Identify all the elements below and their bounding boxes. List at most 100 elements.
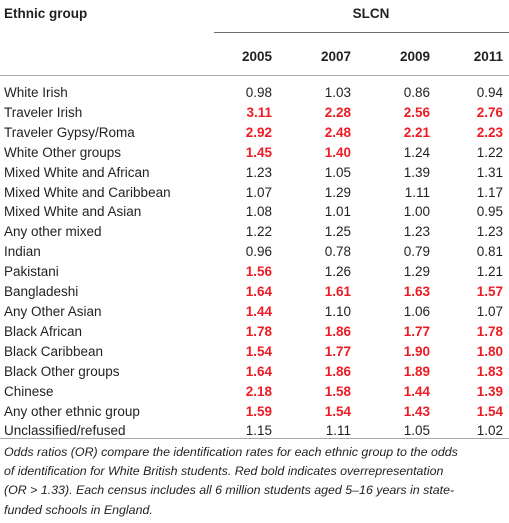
table-row: Indian 0.96 0.78 0.79 0.81: [0, 242, 509, 262]
table-row: Black African 1.78 1.86 1.77 1.78: [0, 322, 509, 342]
table-row: Mixed White and Caribbean 1.07 1.29 1.11 1.1…: [0, 183, 509, 203]
year-header-2005: 2005: [241, 49, 272, 65]
odds-ratio-cell: 1.11: [325, 423, 351, 439]
odds-ratio-cell: 1.59: [245, 403, 272, 419]
odds-ratio-cell: 0.94: [476, 85, 503, 100]
odds-ratio-cell: 2.18: [245, 383, 272, 399]
table-row: Any Other Asian 1.44 1.10 1.06 1.07: [0, 302, 509, 322]
odds-ratio-cell: 1.26: [324, 264, 351, 280]
ethnic-group-name: White Other groups: [4, 144, 122, 160]
odds-ratio-cell: 1.83: [476, 363, 503, 379]
odds-ratio-cell: 1.23: [245, 164, 272, 180]
odds-ratio-cell: 2.92: [245, 124, 272, 140]
odds-ratio-cell: 2.23: [476, 124, 503, 140]
table-row: Mixed White and African 1.23 1.05 1.39 1.31: [0, 163, 509, 183]
footnote-line: (OR > 1.33). Each census includes all 6 …: [4, 483, 455, 498]
ethnic-group-header: Ethnic group: [4, 6, 88, 21]
odds-ratio-cell: 0.96: [245, 244, 272, 260]
odds-ratio-cell: 0.95: [476, 204, 503, 220]
odds-ratio-cell: 1.54: [245, 343, 272, 359]
odds-ratio-cell: 1.45: [245, 144, 272, 160]
footnote-line: of identification for White British stud…: [4, 464, 444, 479]
odds-ratio-cell: 2.21: [403, 124, 430, 140]
ethnic-group-name: Any Other Asian: [4, 303, 102, 319]
odds-ratio-cell: 1.23: [403, 224, 430, 240]
ethnic-group-name: Indian: [4, 244, 41, 260]
header-row-1: Ethnic group SLCN: [0, 0, 509, 36]
odds-ratio-cell: 2.48: [324, 124, 351, 140]
odds-ratio-cell: 1.17: [476, 184, 503, 200]
odds-ratio-cell: 1.39: [476, 383, 503, 399]
year-header-2009: 2009: [399, 49, 430, 65]
odds-ratio-cell: 1.77: [324, 343, 351, 359]
slcn-header: SLCN: [352, 6, 390, 21]
ethnic-group-name: Mixed White and African: [4, 164, 150, 180]
table-row: Black Other groups 1.64 1.86 1.89 1.83: [0, 362, 509, 382]
odds-ratio-cell: 1.29: [403, 264, 430, 280]
odds-ratio-cell: 1.29: [324, 184, 351, 200]
ethnic-group-name: Pakistani: [4, 264, 59, 280]
odds-ratio-cell: 1.56: [245, 264, 272, 280]
odds-ratio-cell: 1.78: [245, 323, 272, 339]
table-row: Unclassified/refused 1.15 1.11 1.05 1.02: [0, 421, 509, 441]
odds-ratio-cell: 1.44: [245, 303, 272, 319]
ethnic-group-name: Black African: [4, 323, 83, 339]
ethnic-group-name: Bangladeshi: [4, 284, 79, 300]
odds-ratio-cell: 2.76: [476, 104, 503, 120]
odds-ratio-cell: 1.80: [476, 343, 503, 359]
odds-ratio-cell: 0.81: [476, 244, 503, 260]
odds-ratio-cell: 1.43: [403, 403, 430, 419]
odds-ratio-cell: 1.05: [324, 164, 351, 180]
odds-ratio-cell: 1.54: [324, 403, 351, 419]
odds-ratio-cell: 0.98: [245, 85, 272, 100]
year-header-2011: 2011: [473, 49, 503, 65]
table-row: Mixed White and Asian 1.08 1.01 1.00 0.95: [0, 202, 509, 222]
odds-ratio-cell: 1.15: [245, 423, 272, 439]
odds-ratio-cell: 2.28: [324, 104, 351, 120]
odds-ratio-cell: 1.78: [476, 323, 503, 339]
odds-ratio-cell: 1.31: [476, 164, 503, 180]
odds-ratio-cell: 0.78: [324, 244, 351, 260]
odds-ratio-cell: 1.22: [245, 224, 272, 240]
slcn-rule: [214, 32, 509, 33]
odds-ratio-cell: 1.08: [245, 204, 272, 220]
odds-ratio-cell: 1.22: [476, 144, 503, 160]
header-rule: [0, 75, 509, 76]
odds-ratio-cell: 1.03: [324, 85, 351, 100]
table-row: Bangladeshi 1.64 1.61 1.63 1.57: [0, 282, 509, 302]
odds-ratio-cell: 1.63: [403, 284, 430, 300]
odds-ratio-cell: 1.24: [403, 144, 430, 160]
table-row: White Other groups 1.45 1.40 1.24 1.22: [0, 143, 509, 163]
odds-ratio-table: Ethnic group SLCN 2005 2007 2009 2011 Wh…: [0, 0, 509, 441]
odds-ratio-cell: 1.58: [324, 383, 351, 399]
odds-ratio-cell: 1.02: [476, 423, 503, 439]
odds-ratio-cell: 1.25: [324, 224, 351, 240]
ethnic-group-name: Mixed White and Asian: [4, 204, 142, 220]
odds-ratio-cell: 1.61: [324, 284, 351, 300]
odds-ratio-cell: 1.57: [476, 284, 503, 300]
footnote-line: Odds ratios (OR) compare the identificat…: [4, 445, 458, 459]
odds-ratio-cell: 1.05: [403, 423, 430, 439]
odds-ratio-cell: 0.79: [403, 244, 430, 260]
footnote: Odds ratios (OR) compare the identificat…: [4, 443, 504, 520]
table-row: White Irish 0.98 1.03 0.86 0.94: [0, 83, 509, 103]
table-row: Traveler Gypsy/Roma 2.92 2.48 2.21 2.23: [0, 123, 509, 143]
odds-ratio-cell: 1.86: [324, 363, 351, 379]
ethnic-group-name: Unclassified/refused: [4, 423, 126, 439]
odds-ratio-cell: 1.07: [476, 303, 503, 319]
odds-ratio-cell: 1.54: [476, 403, 503, 419]
header-row-years: 2005 2007 2009 2011: [0, 36, 509, 78]
odds-ratio-cell: 1.89: [403, 363, 430, 379]
ethnic-group-name: Any other ethnic group: [4, 403, 140, 419]
ethnic-group-name: Traveler Gypsy/Roma: [4, 124, 135, 140]
odds-ratio-cell: 1.64: [245, 363, 272, 379]
table-row: Any other ethnic group 1.59 1.54 1.43 1.54: [0, 402, 509, 422]
year-header-2007: 2007: [320, 49, 351, 65]
odds-ratio-cell: 1.01: [324, 204, 351, 220]
ethnic-group-name: Chinese: [4, 383, 54, 399]
ethnic-group-name: Traveler Irish: [4, 104, 83, 120]
odds-ratio-cell: 1.00: [403, 204, 430, 220]
odds-ratio-cell: 3.11: [246, 104, 272, 120]
odds-ratio-cell: 1.07: [245, 184, 272, 200]
